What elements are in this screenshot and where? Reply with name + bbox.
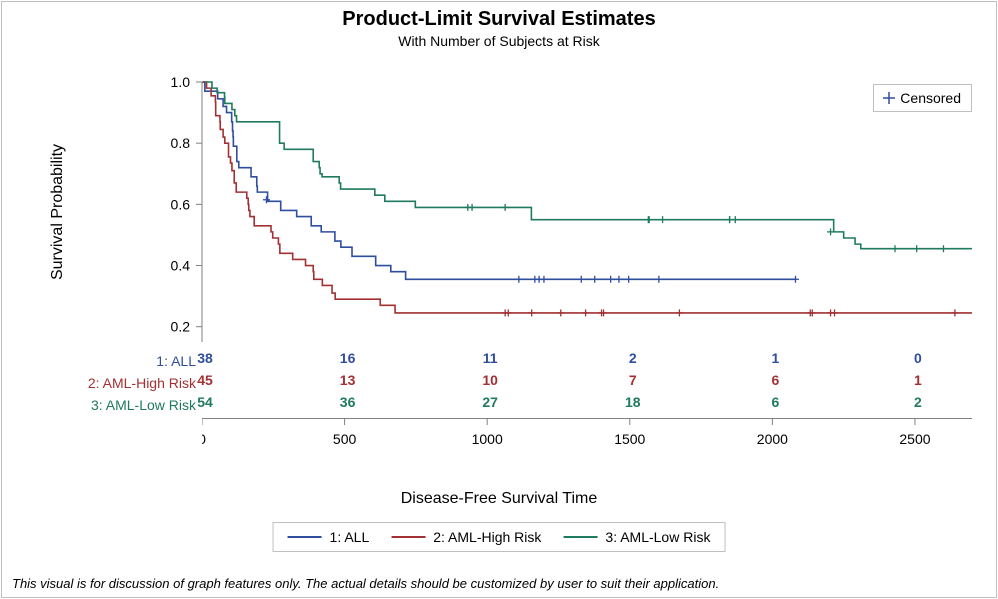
series-line-ALL — [202, 82, 795, 279]
censored-marker — [655, 276, 662, 283]
censored-marker — [892, 245, 899, 252]
y-tick-label: 0.2 — [171, 319, 191, 335]
x-axis-label: Disease-Free Survival Time — [2, 490, 996, 508]
x-tick-label: 2500 — [899, 431, 930, 447]
risk-value: 0 — [914, 350, 922, 366]
y-tick-label: 1.0 — [171, 74, 191, 90]
censored-marker — [540, 276, 547, 283]
x-axis-svg: 0 500 1000 1500 2000 2500 — [202, 418, 972, 478]
x-axis: 0 500 1000 1500 2000 2500 — [202, 418, 972, 478]
risk-value: 6 — [771, 394, 779, 410]
risk-value: 11 — [483, 350, 498, 366]
risk-row-label: 1: ALL — [56, 353, 200, 369]
y-tick-label: 0.4 — [171, 258, 191, 274]
plot-area: 0.20.40.60.81.0 — [202, 82, 972, 342]
series-line-AML-Low — [205, 82, 972, 249]
legend-swatch — [391, 536, 425, 538]
censored-marker — [792, 276, 799, 283]
risk-table: 1: ALL3816112102: AML-High Risk451310761… — [56, 350, 970, 416]
risk-value: 45 — [197, 372, 213, 388]
plot-svg: 0.20.40.60.81.0 — [202, 82, 972, 342]
y-tick-label: 0.6 — [171, 196, 191, 212]
censored-marker — [607, 276, 614, 283]
censored-marker — [263, 196, 270, 203]
risk-value: 7 — [629, 372, 637, 388]
risk-row-label: 3: AML-Low Risk — [56, 397, 200, 413]
censored-marker — [726, 216, 733, 223]
risk-value: 2 — [629, 350, 637, 366]
legend-item: 3: AML-Low Risk — [563, 529, 710, 545]
censored-marker — [578, 276, 585, 283]
y-axis-label: Survival Probability — [49, 144, 67, 280]
risk-value: 36 — [340, 394, 356, 410]
risk-value: 38 — [197, 350, 213, 366]
series-line-AML-High — [203, 82, 972, 313]
risk-row: 2: AML-High Risk45 13 10 7 6 1 — [56, 372, 970, 394]
censored-marker — [591, 276, 598, 283]
legend-swatch — [288, 536, 322, 538]
x-tick-label: 1500 — [614, 431, 645, 447]
legend-item: 2: AML-High Risk — [391, 529, 541, 545]
risk-value: 18 — [625, 394, 641, 410]
censored-marker — [582, 309, 589, 316]
censored-marker — [659, 216, 666, 223]
censored-marker — [515, 276, 522, 283]
risk-value: 6 — [771, 372, 779, 388]
censored-marker — [502, 204, 509, 211]
censored-marker — [646, 216, 653, 223]
chart-subtitle: With Number of Subjects at Risk — [2, 33, 996, 49]
censored-marker — [951, 309, 958, 316]
x-tick-label: 500 — [333, 431, 357, 447]
chart-title: Product-Limit Survival Estimates — [2, 8, 996, 31]
risk-row: 1: ALL38 16 11 2 1 0 — [56, 350, 970, 372]
censored-marker — [505, 309, 512, 316]
y-tick-label: 0.8 — [171, 135, 191, 151]
risk-value: 27 — [482, 394, 498, 410]
risk-value: 54 — [197, 394, 213, 410]
x-tick-label: 0 — [202, 431, 206, 447]
disclaimer-text: This visual is for discussion of graph f… — [12, 576, 719, 591]
censored-marker — [528, 309, 535, 316]
risk-value: 13 — [340, 372, 356, 388]
legend-label: 2: AML-High Risk — [433, 529, 541, 545]
risk-row: 3: AML-Low Risk54 36 27 18 6 2 — [56, 394, 970, 416]
censored-marker — [913, 245, 920, 252]
title-block: Product-Limit Survival Estimates With Nu… — [2, 2, 996, 49]
censored-marker — [469, 204, 476, 211]
censored-marker — [676, 309, 683, 316]
risk-value: 16 — [340, 350, 356, 366]
risk-value: 10 — [482, 372, 498, 388]
censored-marker — [557, 309, 564, 316]
legend-series: 1: ALL 2: AML-High Risk 3: AML-Low Risk — [273, 522, 726, 552]
legend-swatch — [563, 536, 597, 538]
x-tick-label: 2000 — [757, 431, 788, 447]
legend-label: 3: AML-Low Risk — [605, 529, 710, 545]
legend-item: 1: ALL — [288, 529, 370, 545]
censored-marker — [831, 309, 838, 316]
risk-value: 1 — [914, 372, 922, 388]
censored-marker — [940, 245, 947, 252]
chart-frame: Product-Limit Survival Estimates With Nu… — [1, 1, 997, 598]
x-tick-label: 1000 — [472, 431, 503, 447]
risk-value: 2 — [914, 394, 922, 410]
risk-value: 1 — [771, 350, 779, 366]
risk-row-label: 2: AML-High Risk — [56, 375, 200, 391]
legend-label: 1: ALL — [330, 529, 370, 545]
censored-marker — [625, 276, 632, 283]
censored-marker — [615, 276, 622, 283]
